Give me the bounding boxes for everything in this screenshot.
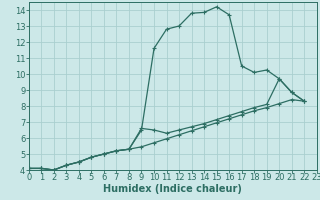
- X-axis label: Humidex (Indice chaleur): Humidex (Indice chaleur): [103, 184, 242, 194]
